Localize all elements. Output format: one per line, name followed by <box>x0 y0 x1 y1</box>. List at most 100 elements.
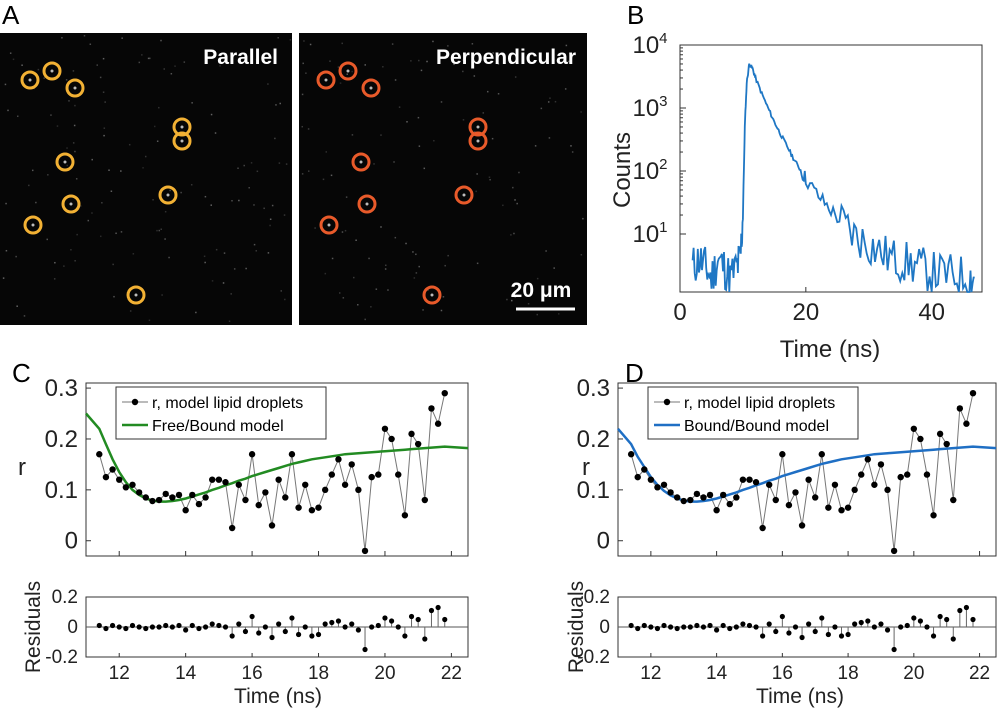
perpendicular-droplet-marker <box>468 117 488 137</box>
noise-speck <box>23 315 26 317</box>
legend-data-label: r, model lipid droplets <box>152 395 303 412</box>
noise-speck <box>394 79 397 81</box>
noise-speck <box>267 83 269 85</box>
noise-speck <box>502 204 504 207</box>
noise-speck <box>102 57 105 60</box>
noise-speck <box>341 231 344 233</box>
residual-point <box>963 604 970 611</box>
noise-speck <box>255 58 258 61</box>
noise-speck <box>329 60 331 62</box>
residual-point <box>878 621 884 627</box>
noise-speck <box>128 143 131 146</box>
r-data-point <box>434 420 442 427</box>
noise-speck <box>547 101 550 103</box>
noise-speck <box>417 116 420 119</box>
noise-speck <box>440 309 443 312</box>
noise-speck <box>471 43 474 45</box>
r-data-point <box>897 473 904 481</box>
r-data-point <box>335 456 342 463</box>
residual-point <box>667 624 674 630</box>
noise-speck <box>74 260 76 262</box>
noise-speck <box>346 73 348 75</box>
r-data-point <box>884 486 891 494</box>
parallel-image <box>0 33 292 325</box>
noise-speck <box>568 60 571 63</box>
residual-point <box>950 636 956 642</box>
noise-speck <box>514 199 516 201</box>
noise-speck <box>250 162 253 164</box>
noise-speck <box>387 289 389 291</box>
residual-x-tick-label: 16 <box>772 663 793 684</box>
noise-speck <box>16 305 18 307</box>
noise-speck <box>76 233 78 236</box>
noise-speck <box>393 161 395 163</box>
parallel-droplet-dot <box>31 223 35 227</box>
r-data-point <box>641 466 648 473</box>
r-data-point <box>262 489 269 496</box>
r-data-point <box>904 471 911 478</box>
noise-speck <box>580 253 583 256</box>
noise-speck <box>195 311 197 314</box>
noise-speck <box>228 320 231 322</box>
noise-speck <box>394 236 397 239</box>
parallel-droplet-marker <box>20 70 40 90</box>
noise-speck <box>108 169 110 171</box>
r-data-point <box>969 389 977 397</box>
residual-point <box>382 615 388 621</box>
noise-speck <box>307 170 310 172</box>
r-data-point <box>766 481 773 488</box>
residual-point <box>355 627 361 633</box>
noise-speck <box>277 37 279 39</box>
residual-point <box>136 624 142 630</box>
r-data-point <box>421 496 429 504</box>
noise-speck <box>75 178 78 180</box>
residual-point <box>753 624 759 630</box>
residual-point <box>852 621 858 627</box>
noise-speck <box>72 142 75 144</box>
perpendicular-droplet-dot <box>476 139 480 143</box>
noise-speck <box>238 199 240 202</box>
noise-speck <box>110 190 113 192</box>
r-data-point <box>877 461 885 468</box>
residual-point <box>825 631 831 638</box>
r-data-point <box>713 507 720 514</box>
residual-point <box>309 633 315 639</box>
noise-speck <box>398 106 401 108</box>
residual-point <box>428 607 435 614</box>
residual-point <box>806 621 812 627</box>
parallel-droplet-dot <box>63 160 67 164</box>
r-data-point <box>752 479 760 486</box>
parallel-droplet-marker <box>23 215 43 235</box>
noise-speck <box>482 112 485 114</box>
residual-point <box>628 622 634 629</box>
r-data-point <box>368 473 375 481</box>
r-data-point <box>871 481 878 488</box>
residual-point <box>957 607 963 614</box>
noise-speck <box>53 278 56 280</box>
legend-box <box>115 386 327 440</box>
residual-point <box>779 613 785 620</box>
noise-speck <box>16 115 19 118</box>
residual-x-tick-label: 22 <box>441 663 462 684</box>
noise-speck <box>255 250 258 252</box>
r-data-point <box>963 420 970 427</box>
noise-speck <box>214 132 217 134</box>
r-data-point <box>844 504 852 511</box>
noise-speck <box>432 40 434 43</box>
decay-x-tick-label: 0 <box>673 299 686 326</box>
parallel-droplet-marker <box>61 194 81 214</box>
r-data-point <box>858 471 865 478</box>
residual-point <box>904 622 910 629</box>
r-data-point <box>917 435 924 443</box>
r-data-point <box>739 476 747 483</box>
noise-speck <box>31 169 34 172</box>
r-data-point <box>733 494 740 501</box>
perpendicular-droplet-marker <box>319 215 339 235</box>
microscopy-panel: Parallel Perpendicular 20 μm <box>0 33 587 325</box>
residual-point <box>143 625 149 632</box>
decay-plot-frame <box>679 44 983 293</box>
residual-point <box>654 625 661 632</box>
parallel-droplet-marker <box>172 131 192 151</box>
noise-speck <box>415 253 417 256</box>
noise-speck <box>99 76 102 79</box>
